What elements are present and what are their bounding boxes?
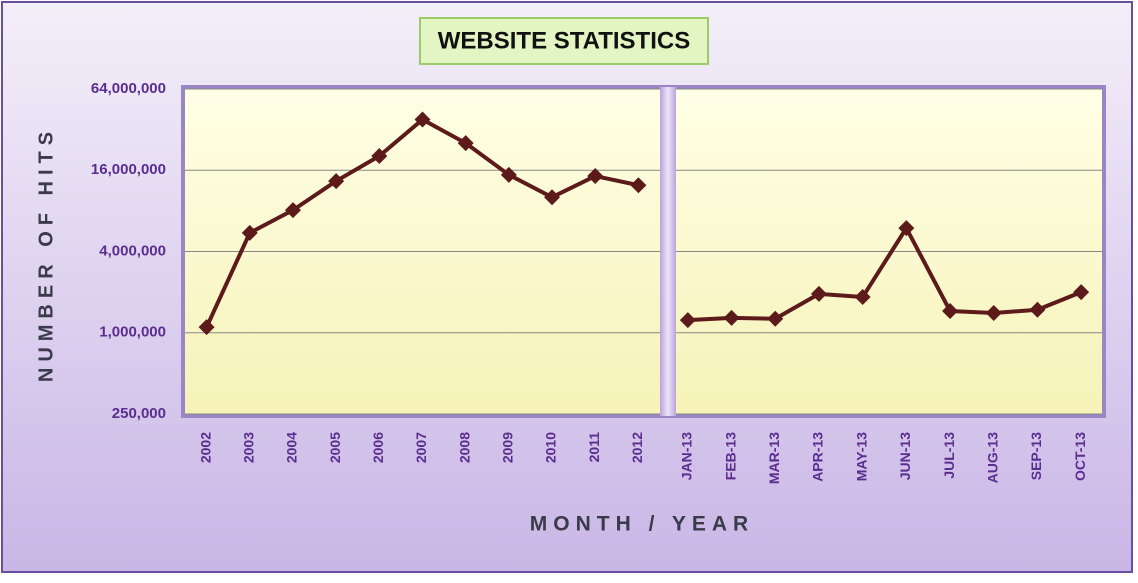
x-tick-label: 2009: [500, 432, 516, 463]
x-tick-label: 2007: [413, 432, 429, 463]
line: [687, 226, 1082, 323]
marker: [1073, 284, 1090, 301]
x-tick-label: JUL-13: [941, 432, 957, 479]
x-tick-label: OCT-13: [1072, 432, 1088, 481]
x-tick-label: 2003: [240, 432, 256, 463]
marker: [630, 177, 647, 194]
y-tick-label: 64,000,000: [91, 80, 166, 97]
x-tick-label: MAR-13: [766, 432, 782, 484]
marker: [457, 135, 474, 152]
marker: [544, 189, 561, 206]
plot-border: [181, 85, 1106, 418]
x-tick-label: 2005: [327, 432, 343, 463]
marker: [284, 202, 301, 219]
x-tick-label: 2004: [284, 432, 300, 463]
marker: [241, 224, 258, 241]
x-tick-label: 2006: [370, 432, 386, 463]
marker: [328, 173, 345, 190]
x-tick-label: FEB-13: [722, 432, 738, 480]
marker: [810, 285, 827, 302]
marker: [854, 289, 871, 306]
y-tick-label: 1,000,000: [99, 324, 166, 341]
marker: [767, 310, 784, 327]
x-tick-label: MAY-13: [853, 432, 869, 482]
x-tick-label: 2008: [456, 432, 472, 463]
x-tick-label: JAN-13: [679, 432, 695, 480]
x-tick-label: 2010: [543, 432, 559, 463]
x-tick-label: APR-13: [810, 432, 826, 482]
y-axis-label: NUMBER OF HITS: [35, 126, 57, 382]
y-tick-label: 250,000: [112, 405, 166, 422]
x-tick-label: JUN-13: [897, 432, 913, 480]
x-tick-label: AUG-13: [984, 432, 1000, 484]
x-tick-label: SEP-13: [1028, 432, 1044, 480]
marker: [198, 319, 215, 336]
marker: [587, 168, 604, 185]
marker: [679, 312, 696, 329]
y-tick-label: 4,000,000: [99, 242, 166, 259]
marker: [500, 166, 517, 183]
marker: [723, 309, 740, 326]
y-tick-label: 16,000,000: [91, 161, 166, 178]
marker: [898, 220, 915, 237]
divider: [660, 87, 676, 416]
marker: [414, 111, 431, 128]
marker: [985, 305, 1002, 322]
marker: [942, 302, 959, 319]
x-axis-label: MONTH / YEAR: [530, 513, 754, 536]
chart-title: WEBSITE STATISTICS: [438, 27, 690, 54]
x-tick-label: 2011: [586, 432, 602, 463]
marker: [1029, 301, 1046, 318]
x-tick-label: 2012: [629, 432, 645, 463]
marker: [371, 148, 388, 165]
x-tick-label: 2002: [197, 432, 213, 463]
title-box: [419, 17, 709, 65]
